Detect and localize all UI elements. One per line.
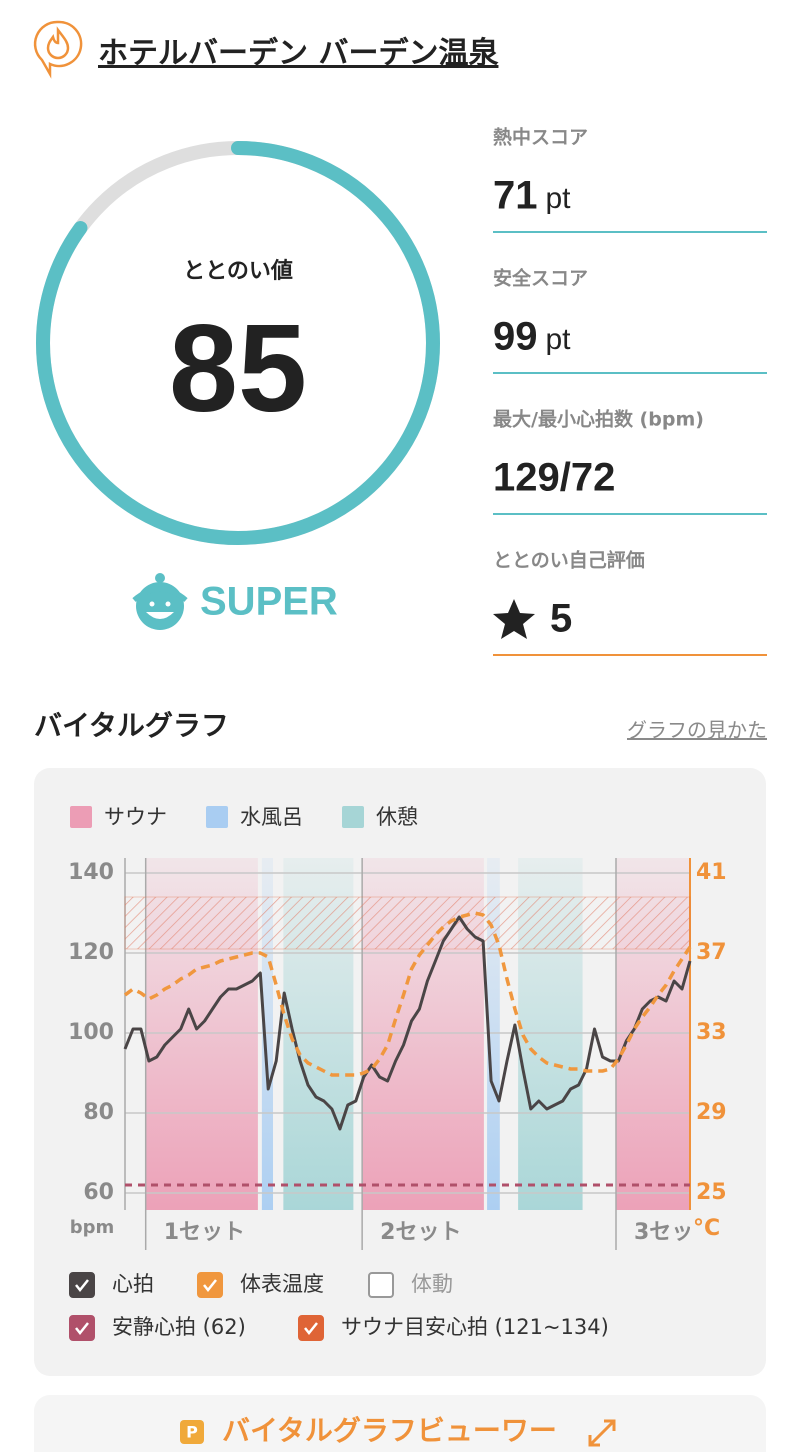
phase-legend-label: サウナ bbox=[104, 805, 167, 829]
target-band bbox=[124, 896, 691, 950]
star-icon bbox=[493, 599, 535, 639]
stat-label: 安全スコア bbox=[493, 267, 588, 290]
phase-legend-label: 水風呂 bbox=[240, 805, 303, 829]
checkbox[interactable] bbox=[368, 1272, 394, 1298]
y-tick-label: 80 bbox=[83, 1100, 114, 1125]
badge-bg bbox=[180, 1420, 204, 1444]
checkmark bbox=[75, 1322, 89, 1336]
guide-link[interactable]: グラフの見かた bbox=[627, 718, 767, 742]
y2-tick-label: 33 bbox=[696, 1020, 727, 1045]
set-label: 1セット bbox=[164, 1220, 245, 1245]
phase-legend-swatch bbox=[70, 806, 92, 828]
set-label: 2セット bbox=[380, 1220, 461, 1245]
y2-tick-label: 25 bbox=[696, 1180, 727, 1205]
viewer-card[interactable] bbox=[34, 1395, 766, 1452]
phase-legend-swatch bbox=[342, 806, 364, 828]
viewer-title[interactable]: バイタルグラフビューワー bbox=[222, 1414, 557, 1447]
y2-tick-label: 41 bbox=[696, 860, 727, 885]
chart: サウナ 水風呂 休憩 60 80 100 120 140 25 29 33 37 41 bpm °C 1セット… bbox=[68, 805, 727, 1341]
stat-label: 熱中スコア bbox=[493, 126, 588, 149]
header-icon bbox=[33, 20, 83, 79]
legend-label[interactable]: 安静心拍 (62) bbox=[112, 1315, 246, 1339]
gauge-value: 85 bbox=[169, 300, 307, 438]
legend-label[interactable]: サウナ目安心拍 (121~134) bbox=[341, 1315, 609, 1339]
gauge-arc bbox=[36, 141, 440, 545]
checkmark bbox=[75, 1279, 89, 1293]
stat-value: 99 bbox=[493, 315, 538, 359]
y-tick-label: 100 bbox=[68, 1020, 114, 1045]
section-title: バイタルグラフ bbox=[34, 709, 229, 742]
phase-legend-label: 休憩 bbox=[376, 805, 418, 829]
stat-value: 5 bbox=[550, 597, 572, 641]
checkbox[interactable] bbox=[69, 1315, 95, 1341]
legend-label[interactable]: 体動 bbox=[411, 1272, 453, 1296]
checkbox[interactable] bbox=[298, 1315, 324, 1341]
stat-value: 129/72 bbox=[493, 456, 615, 500]
checkbox[interactable] bbox=[69, 1272, 95, 1298]
y-axis-label: bpm bbox=[70, 1217, 115, 1238]
checkbox[interactable] bbox=[197, 1272, 223, 1298]
header-title[interactable]: ホテルバーデン バーデン温泉 bbox=[98, 36, 499, 71]
legend-label[interactable]: 心拍 bbox=[112, 1272, 154, 1296]
grade-icon bbox=[132, 573, 188, 630]
legend-label[interactable]: 体表温度 bbox=[240, 1272, 324, 1296]
y-tick-label: 120 bbox=[68, 940, 114, 965]
stat-label: ととのい自己評価 bbox=[493, 549, 645, 572]
badge: P bbox=[186, 1423, 198, 1442]
stat-unit: pt bbox=[546, 182, 572, 215]
gauge-label: ととのい値 bbox=[183, 259, 293, 284]
series-line bbox=[123, 911, 692, 1077]
grade: SUPER bbox=[200, 580, 338, 624]
y2-tick-label: 29 bbox=[696, 1100, 727, 1125]
y-tick-label: 140 bbox=[68, 860, 114, 885]
y2-tick-label: 37 bbox=[696, 940, 727, 965]
expand-icon[interactable] bbox=[588, 1419, 616, 1447]
y2-axis-label: °C bbox=[693, 1216, 720, 1241]
series-line bbox=[123, 915, 692, 1131]
checkmark bbox=[203, 1279, 217, 1293]
y-tick-label: 60 bbox=[83, 1180, 114, 1205]
phase-span bbox=[261, 858, 274, 1210]
stat-unit: pt bbox=[546, 323, 572, 356]
stat-value: 71 bbox=[493, 174, 538, 218]
stat-label: 最大/最小心拍数 (bpm) bbox=[493, 408, 704, 431]
checkmark bbox=[304, 1322, 318, 1336]
phase-legend-swatch bbox=[206, 806, 228, 828]
set-label: 3セット bbox=[634, 1220, 715, 1245]
